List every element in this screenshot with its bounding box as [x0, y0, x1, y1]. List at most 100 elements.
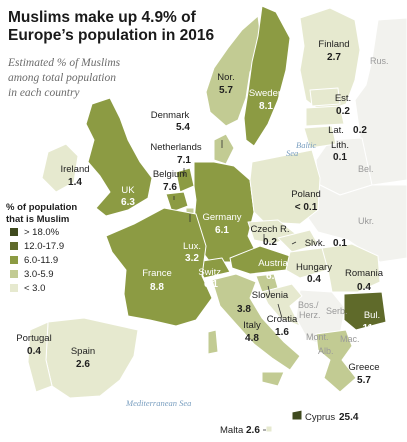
label-italy-name: Italy — [243, 320, 261, 331]
shape-croatia — [261, 283, 303, 327]
label-portugal-name: Portugal — [16, 333, 51, 344]
label-norway-name: Nor. — [217, 72, 234, 83]
label-malta-name: Malta — [220, 425, 244, 436]
shape-hungary — [285, 247, 335, 279]
label-cyprus-name: Cyprus — [305, 412, 335, 423]
label-slovenia-value: 3.8 — [237, 304, 251, 315]
shape-denmark — [213, 133, 235, 165]
label-spain-value: 2.6 — [76, 359, 90, 370]
label-italy-value: 4.8 — [245, 333, 259, 344]
shape-bulgaria — [343, 291, 387, 331]
label-poland-name: Poland — [291, 189, 321, 200]
leader-croatia — [277, 303, 283, 319]
label-switzerland-value: 6.1 — [204, 279, 218, 290]
shape-sicily — [261, 371, 285, 387]
label-romania-name: Romania — [345, 268, 384, 279]
label-montenegro: Mont. — [306, 332, 329, 342]
sea-labels: Baltic Sea Mediterranean Sea — [125, 140, 317, 408]
label-czech-value: 0.2 — [263, 237, 277, 248]
label-serbia: Serb. — [326, 306, 348, 316]
legend-label-6-12: 6.0-11.9 — [24, 255, 58, 266]
label-netherlands-name: Netherlands — [150, 142, 201, 153]
label-belgium-name: Belgium — [153, 169, 187, 180]
legend-title-1: % of population — [6, 202, 77, 213]
leader-slovakia — [291, 241, 297, 245]
label-uk-name: UK — [121, 185, 135, 196]
label-bosnia-1: Bos./ — [298, 300, 319, 310]
label-hungary-value: 0.4 — [307, 274, 321, 285]
legend-label-gt18: > 18.0% — [24, 227, 60, 238]
sea-baltic-2: Sea — [286, 148, 298, 158]
legend-swatch-12-18 — [10, 242, 18, 250]
label-hungary-name: Hungary — [296, 262, 332, 273]
label-czech-name: Czech R. — [250, 224, 289, 235]
legend: % of population that is Muslim > 18.0% 1… — [6, 202, 77, 294]
title-line-2: Europe’s population in 2016 — [8, 27, 215, 44]
subtitle-line-1: Estimated % of Muslims — [7, 57, 121, 69]
sea-mediterranean: Mediterranean Sea — [125, 398, 191, 408]
label-ireland-value: 1.4 — [68, 177, 82, 188]
shape-sardinia — [207, 329, 219, 355]
label-germany-name: Germany — [202, 212, 241, 223]
label-sweden-name: Sweden — [249, 88, 283, 99]
shape-belgium — [165, 191, 189, 213]
leader-slovenia — [267, 285, 271, 295]
label-lithuania-value: 0.1 — [333, 152, 347, 163]
subtitle-line-2: among total population — [8, 72, 116, 84]
label-bulgaria-value: 11.1 — [363, 323, 382, 334]
shape-malta — [265, 425, 273, 433]
label-finland-value: 2.7 — [327, 52, 341, 63]
shape-italy — [211, 273, 301, 371]
legend-label-3-6: 3.0-5.9 — [24, 269, 54, 280]
label-netherlands-value: 7.1 — [177, 155, 191, 166]
label-germany-value: 6.1 — [215, 225, 229, 236]
label-bosnia-2: Herz. — [299, 310, 321, 320]
shape-greece — [315, 329, 357, 393]
country-shapes — [27, 5, 407, 433]
shape-uk — [85, 97, 153, 217]
label-switzerland-name: Switz. — [198, 267, 223, 278]
shape-lithuania — [303, 125, 337, 149]
sea-baltic-1: Baltic — [296, 140, 317, 150]
label-bulgaria-name: Bul. — [364, 310, 380, 321]
label-latvia-value: 0.2 — [353, 125, 367, 136]
label-belarus: Bel. — [358, 164, 374, 174]
shape-slovakia — [277, 229, 319, 253]
label-belgium-value: 7.6 — [163, 182, 177, 193]
label-lithuania-name: Lith. — [331, 140, 349, 151]
label-austria-name: Austria — [258, 258, 288, 269]
shape-estonia — [309, 87, 341, 107]
label-croatia-name: Croatia — [267, 314, 298, 325]
label-latvia-name: Lat. — [328, 125, 344, 136]
leader-lines — [173, 140, 297, 431]
label-slovenia-name: Slovenia — [252, 290, 289, 301]
label-ukraine: Ukr. — [358, 216, 374, 226]
label-poland-value: < 0.1 — [295, 202, 318, 213]
shape-france — [105, 207, 213, 327]
label-spain-name: Spain — [71, 346, 95, 357]
shape-latvia — [305, 105, 345, 127]
title-block: Muslims make up 4.9% of Europe’s populat… — [7, 9, 215, 99]
legend-swatch-lt3 — [10, 284, 18, 292]
label-slovakia-name: Slvk. — [305, 238, 326, 249]
shape-cyprus — [291, 409, 303, 421]
shape-ireland — [41, 143, 79, 193]
label-france-value: 8.8 — [150, 282, 164, 293]
legend-swatch-gt18 — [10, 228, 18, 236]
label-albania: Alb. — [318, 346, 334, 356]
label-lux-name: Lux. — [183, 241, 201, 252]
shape-sweden — [243, 5, 291, 147]
label-finland-name: Finland — [318, 39, 349, 50]
label-greece-name: Greece — [348, 362, 379, 373]
legend-title-2: that is Muslim — [6, 214, 69, 225]
label-ireland-name: Ireland — [60, 164, 89, 175]
legend-swatch-6-12 — [10, 256, 18, 264]
shape-poland — [249, 149, 321, 225]
label-macedonia: Mac. — [340, 334, 360, 344]
label-greece-value: 5.7 — [357, 375, 371, 386]
label-portugal-value: 0.4 — [27, 346, 41, 357]
legend-label-lt3: < 3.0 — [24, 283, 45, 294]
no-data-labels: Rus. Bel. Ukr. Serb. Bos./ Herz. Mont. M… — [298, 56, 389, 356]
label-lux-value: 3.2 — [185, 253, 199, 264]
